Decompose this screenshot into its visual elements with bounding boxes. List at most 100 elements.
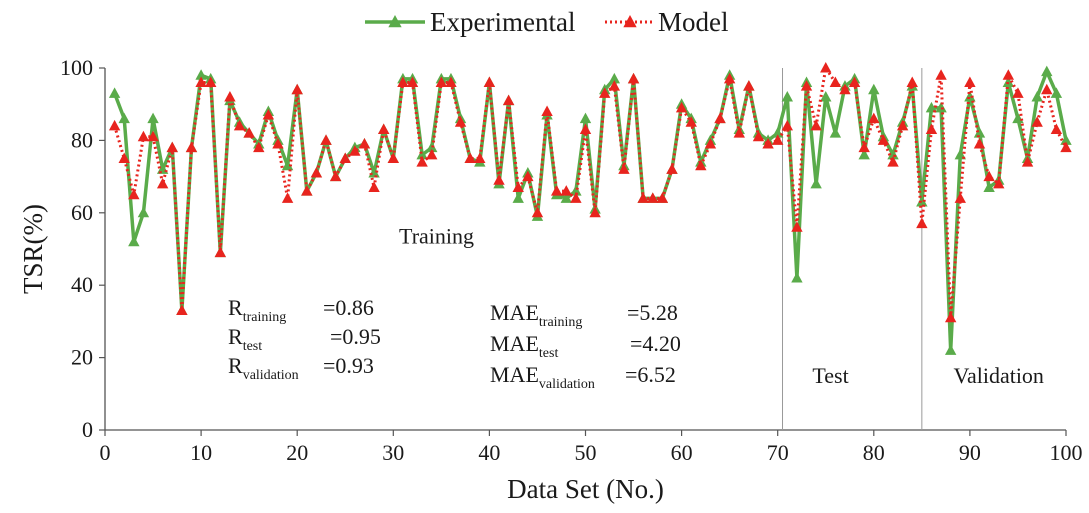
y-tick-label: 0 [82,417,93,442]
x-tick-label: 40 [478,440,500,465]
data-point-experimental [1041,65,1053,77]
legend-marker-model [623,15,637,28]
x-tick-label: 20 [286,440,308,465]
data-point-model [810,119,822,131]
data-point-experimental [973,127,986,138]
data-point-model [1012,87,1024,98]
data-point-model [339,152,351,163]
data-point-model [349,145,361,156]
data-point-model [310,166,323,178]
data-point-model [973,138,986,149]
data-point-model [483,76,496,87]
data-point-model [983,170,995,182]
data-point-model [570,192,582,203]
data-point-experimental [1050,87,1063,98]
data-point-experimental [128,235,140,247]
data-point-model [733,127,745,138]
data-point-model [185,141,198,153]
data-point-model [714,112,726,124]
legend-label-experimental: Experimental [430,7,575,37]
data-point-model [964,76,976,87]
data-point-experimental [195,69,207,80]
data-point-model [839,83,851,95]
data-point-experimental [512,192,524,203]
data-point-model [522,170,534,182]
data-point-model [829,76,842,87]
stat-mae-training: MAEtraining =5.28 [490,300,678,330]
data-point-model [445,76,457,87]
data-point-experimental [983,181,995,192]
data-point-model [752,130,765,142]
data-point-model [301,185,313,196]
data-point-model [848,76,861,87]
y-tick-label: 40 [71,272,93,297]
x-tick-label: 90 [959,440,981,465]
data-point-model [935,69,947,80]
data-point-model [137,130,150,142]
data-point-model [925,123,938,135]
data-point-model [454,116,467,127]
data-point-experimental [579,112,592,124]
data-point-experimental [570,185,582,196]
series-model [108,62,1072,323]
series-layer [108,62,1072,355]
data-point-model [800,80,813,91]
data-point-model [560,185,572,196]
x-tick-label: 60 [671,440,693,465]
data-point-model [1031,116,1043,127]
data-point-model [1050,123,1063,135]
region-label-validation: Validation [954,363,1044,388]
data-point-model [1021,156,1034,167]
x-tick-label: 70 [767,440,789,465]
data-point-model [618,163,630,174]
data-point-model [791,221,803,232]
data-point-experimental [935,101,947,113]
data-point-model [608,80,621,91]
data-point-model [224,90,236,102]
data-point-model [128,188,140,200]
data-point-model [272,138,284,149]
data-point-model [281,192,294,203]
legend-label-model: Model [658,7,729,37]
data-point-experimental [916,195,928,207]
data-point-model [195,76,207,87]
stat-mae-test: MAEtest =4.20 [490,331,681,361]
data-point-model [406,76,419,87]
data-point-experimental [781,90,794,102]
data-point-experimental [416,148,428,160]
stat-r-training: Rtraining =0.86 [228,295,374,325]
data-point-model [589,206,601,218]
data-point-model [502,94,515,106]
data-point-model [916,217,928,229]
data-point-model [656,192,669,203]
data-point-model [685,116,697,127]
data-point-experimental [810,177,822,189]
data-point-experimental [791,271,803,283]
data-point-experimental [156,163,169,174]
data-point-model [647,192,659,203]
data-point-model [695,159,707,171]
data-point-experimental [108,87,121,98]
y-tick-label: 80 [71,127,93,152]
data-point-model [474,152,486,163]
data-point-model [108,119,121,131]
data-point-model [205,76,217,87]
data-point-model [887,156,899,167]
data-point-model [320,134,332,145]
x-tick-label: 80 [863,440,885,465]
x-tick-label: 30 [382,440,404,465]
data-point-model [723,72,736,84]
y-axis-title: TSR(%) [18,204,48,294]
annotations: Training Test Validation Rtraining =0.86Rtes… [228,224,1044,392]
data-point-experimental [820,90,832,102]
data-point-model [233,119,246,131]
data-point-model [541,105,553,116]
data-point-model [147,130,159,142]
data-point-model [868,112,880,124]
legend-marker-experimental [388,15,402,28]
x-axis-title: Data Set (No.) [507,474,664,504]
data-point-experimental [281,159,294,171]
region-dividers [782,68,923,430]
data-point-model [387,152,399,163]
